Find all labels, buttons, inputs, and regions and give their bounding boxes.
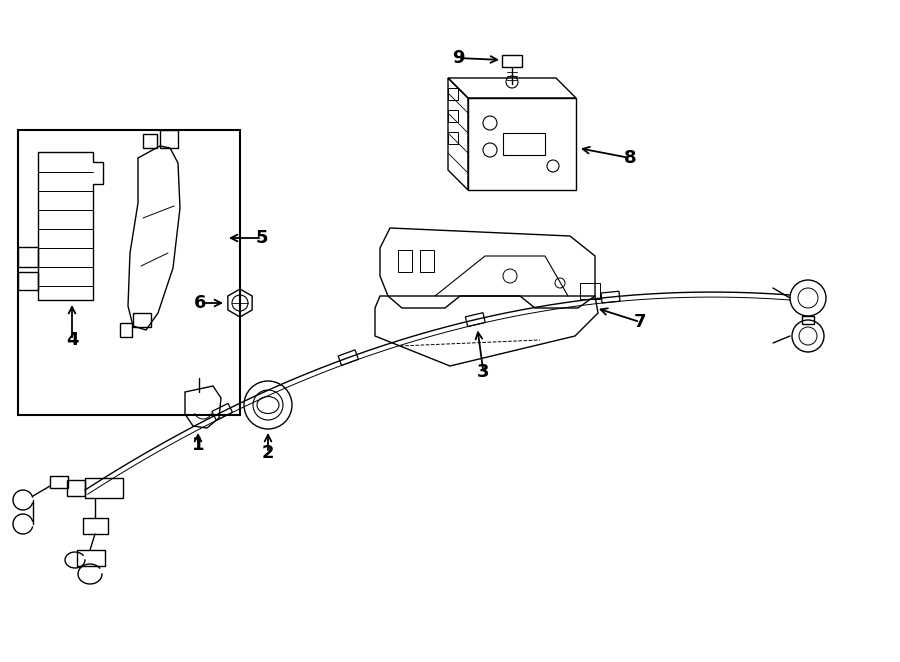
Text: 7: 7 xyxy=(634,313,646,331)
Bar xyxy=(18,247,38,267)
Text: 3: 3 xyxy=(477,363,490,381)
Text: 9: 9 xyxy=(452,49,464,67)
Bar xyxy=(18,130,240,415)
Bar xyxy=(398,250,412,272)
Text: 6: 6 xyxy=(194,294,206,312)
Bar xyxy=(448,110,458,122)
Bar xyxy=(160,130,178,148)
Bar xyxy=(143,134,157,148)
Text: 1: 1 xyxy=(192,436,204,454)
Text: 4: 4 xyxy=(66,331,78,349)
Bar xyxy=(465,312,485,326)
Bar xyxy=(502,55,522,67)
Bar xyxy=(77,550,105,566)
Text: 8: 8 xyxy=(624,149,636,167)
Bar xyxy=(468,98,576,190)
Bar xyxy=(448,132,458,144)
Bar xyxy=(50,476,68,488)
Bar xyxy=(338,350,358,365)
Bar xyxy=(601,291,620,303)
Text: 5: 5 xyxy=(256,229,268,247)
Bar xyxy=(802,316,814,324)
Bar xyxy=(580,283,600,299)
Bar xyxy=(212,403,232,420)
Bar xyxy=(83,518,108,534)
Bar xyxy=(133,313,151,327)
Bar xyxy=(18,272,38,290)
Bar xyxy=(420,250,434,272)
Bar xyxy=(448,88,458,100)
Bar xyxy=(503,133,545,155)
Bar xyxy=(120,323,132,337)
Text: 2: 2 xyxy=(262,444,274,462)
Bar xyxy=(85,478,123,498)
Bar xyxy=(67,480,85,496)
